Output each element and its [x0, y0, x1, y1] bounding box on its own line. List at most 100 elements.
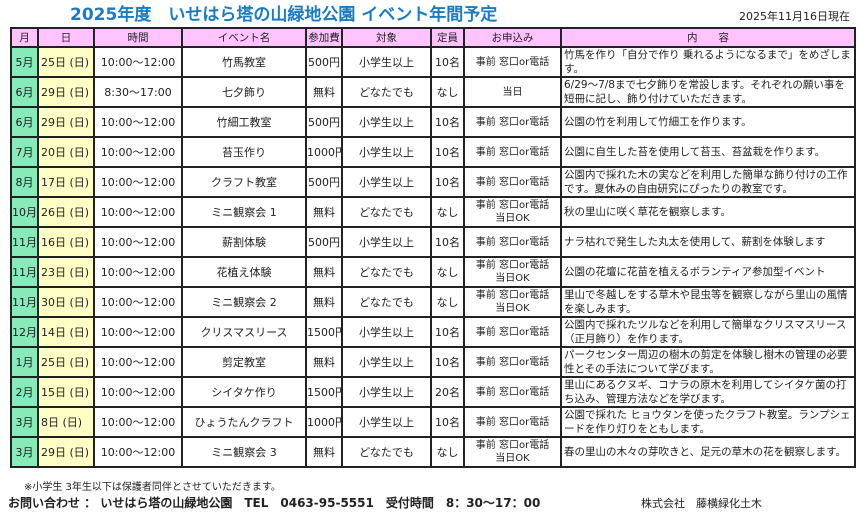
cell-event-name: シイタケ作り — [181, 376, 307, 408]
cell-capacity: なし — [430, 256, 465, 288]
cell-month: 12月 — [10, 316, 39, 348]
cell-month: 11月 — [10, 286, 39, 318]
page-title: 2025年度 いせはら塔の山緑地公園 イベント年間予定 — [70, 5, 498, 25]
cell-day: 23日 (日) — [37, 256, 95, 288]
cell-fee: 1500円 — [305, 376, 343, 408]
cell-fee: 1500円 — [305, 316, 343, 348]
table-row: 11月 23日 (日) 10:00～12:00 花植え体験 無料 どなたでも なし 事前 窓口… — [10, 256, 856, 288]
cell-day: 26日 (日) — [37, 196, 95, 228]
cell-application: 事前 窓口or電話 — [463, 346, 562, 378]
cell-capacity: なし — [430, 436, 465, 468]
cell-event-name: 剪定教室 — [181, 346, 307, 378]
header-event-name: イベント名 — [181, 27, 307, 48]
cell-event-name: ひょうたんクラフト — [181, 406, 307, 438]
cell-day: 30日 (日) — [37, 286, 95, 318]
cell-month: 10月 — [10, 196, 39, 228]
header-row: 月日時間 イベント名 参加費 対象 定員 お申込み内 容 — [10, 27, 856, 48]
cell-target: 小学生以上 — [341, 406, 432, 438]
table-row: 10月 26日 (日) 10:00～12:00 ミニ観察会 1 無料 どなたでも なし 事前 … — [10, 196, 856, 228]
cell-day: 20日 (日) — [37, 136, 95, 168]
cell-day: 17日 (日) — [37, 166, 95, 198]
cell-month: 1月 — [10, 346, 39, 378]
cell-description: 公園の花壇に花苗を植えるボランティア参加型イベント — [560, 256, 856, 288]
table-row: 3月 29日 (日) 10:00～12:00 ミニ観察会 3 無料 どなたでも なし 事前 窓… — [10, 436, 856, 468]
cell-time: 10:00～12:00 — [93, 316, 183, 348]
cell-time: 10:00～12:00 — [93, 136, 183, 168]
cell-description: 公園に自生した苔を使用して苔玉、苔盆栽を作ります。 — [560, 136, 856, 168]
cell-fee: 500円 — [305, 106, 343, 138]
header-application: お申込み — [463, 27, 562, 48]
contact-info: お問い合わせ ： いせはら塔の山緑地公園 TEL 0463-95-5551 受付… — [8, 496, 541, 510]
cell-target: どなたでも — [341, 286, 432, 318]
cell-time: 10:00～12:00 — [93, 46, 183, 78]
cell-time: 10:00～12:00 — [93, 166, 183, 198]
cell-target: 小学生以上 — [341, 226, 432, 258]
cell-event-name: ミニ観察会 3 — [181, 436, 307, 468]
cell-time: 8:30～17:00 — [93, 76, 183, 108]
cell-description: ナラ枯れで発生した丸太を使用して、薪割を体験します — [560, 226, 856, 258]
cell-event-name: 七夕飾り — [181, 76, 307, 108]
cell-day: 29日 (日) — [37, 76, 95, 108]
as-of-date: 2025年11月16日現在 — [739, 10, 850, 23]
cell-event-name: 薪割体験 — [181, 226, 307, 258]
cell-target: 小学生以上 — [341, 346, 432, 378]
cell-day: 29日 (日) — [37, 106, 95, 138]
cell-application: 事前 窓口or電話 — [463, 46, 562, 78]
cell-description: 公園の竹を利用して竹細工を作ります。 — [560, 106, 856, 138]
cell-target: どなたでも — [341, 196, 432, 228]
cell-description: 里山で冬越しをする草木や昆虫等を観察しながら里山の風情を楽しみます。 — [560, 286, 856, 318]
cell-time: 10:00～12:00 — [93, 226, 183, 258]
cell-application: 事前 窓口or電話 — [463, 166, 562, 198]
cell-month: 11月 — [10, 256, 39, 288]
header-time: 時間 — [93, 27, 183, 48]
cell-capacity: 10名 — [430, 406, 465, 438]
cell-month: 6月 — [10, 106, 39, 138]
cell-capacity: 10名 — [430, 226, 465, 258]
cell-day: 25日 (日) — [37, 46, 95, 78]
cell-target: 小学生以上 — [341, 106, 432, 138]
cell-event-name: 竹細工教室 — [181, 106, 307, 138]
cell-day: 8日 (日) — [37, 406, 95, 438]
cell-capacity: なし — [430, 286, 465, 318]
cell-capacity: 20名 — [430, 376, 465, 408]
cell-fee: 1000円 — [305, 406, 343, 438]
cell-fee: 500円 — [305, 226, 343, 258]
cell-description: 春の里山の木々の芽吹きと、足元の草木の花を観察します。 — [560, 436, 856, 468]
note: ※小学生 3年生以下は保護者同伴とさせていただきます。 — [24, 482, 281, 493]
cell-target: どなたでも — [341, 436, 432, 468]
cell-application: 事前 窓口or電話 — [463, 316, 562, 348]
cell-day: 15日 (日) — [37, 376, 95, 408]
cell-fee: 500円 — [305, 46, 343, 78]
cell-target: 小学生以上 — [341, 136, 432, 168]
cell-fee: 無料 — [305, 76, 343, 108]
header-target: 対象 — [341, 27, 432, 48]
cell-month: 8月 — [10, 166, 39, 198]
cell-time: 10:00～12:00 — [93, 106, 183, 138]
cell-target: 小学生以上 — [341, 166, 432, 198]
cell-event-name: ミニ観察会 2 — [181, 286, 307, 318]
table-row: 6月 29日 (日) 10:00～12:00 竹細工教室 500円 小学生以上 10名 事前 … — [10, 106, 856, 138]
cell-fee: 無料 — [305, 436, 343, 468]
cell-capacity: 10名 — [430, 346, 465, 378]
cell-description: 6/29～7/8まで七夕飾りを常設します。それぞれの願い事を短冊に記し、飾り付け… — [560, 76, 856, 108]
cell-description: 公園内で採れた木の実などを利用した簡単な飾り付けの工作です。夏休みの自由研究にぴ… — [560, 166, 856, 198]
cell-month: 3月 — [10, 406, 39, 438]
cell-description: 秋の里山に咲く草花を観察します。 — [560, 196, 856, 228]
cell-application: 事前 窓口or電話 — [463, 406, 562, 438]
cell-time: 10:00～12:00 — [93, 256, 183, 288]
cell-month: 2月 — [10, 376, 39, 408]
cell-application: 事前 窓口or電話 当日OK — [463, 256, 562, 288]
cell-time: 10:00～12:00 — [93, 286, 183, 318]
cell-day: 14日 (日) — [37, 316, 95, 348]
cell-capacity: 10名 — [430, 166, 465, 198]
company-name: 株式会社 藤横緑化土木 — [641, 497, 762, 510]
cell-time: 10:00～12:00 — [93, 436, 183, 468]
cell-capacity: 10名 — [430, 136, 465, 168]
cell-time: 10:00～12:00 — [93, 376, 183, 408]
table-row: 5月 25日 (日) 10:00～12:00 竹馬教室 500円 小学生以上 10名 事前 窓… — [10, 46, 856, 78]
header-capacity: 定員 — [430, 27, 465, 48]
table-row: 6月 29日 (日) 8:30～17:00 七夕飾り 無料 どなたでも なし 当日 6/29～7… — [10, 76, 856, 108]
header-month: 月 — [10, 27, 39, 48]
